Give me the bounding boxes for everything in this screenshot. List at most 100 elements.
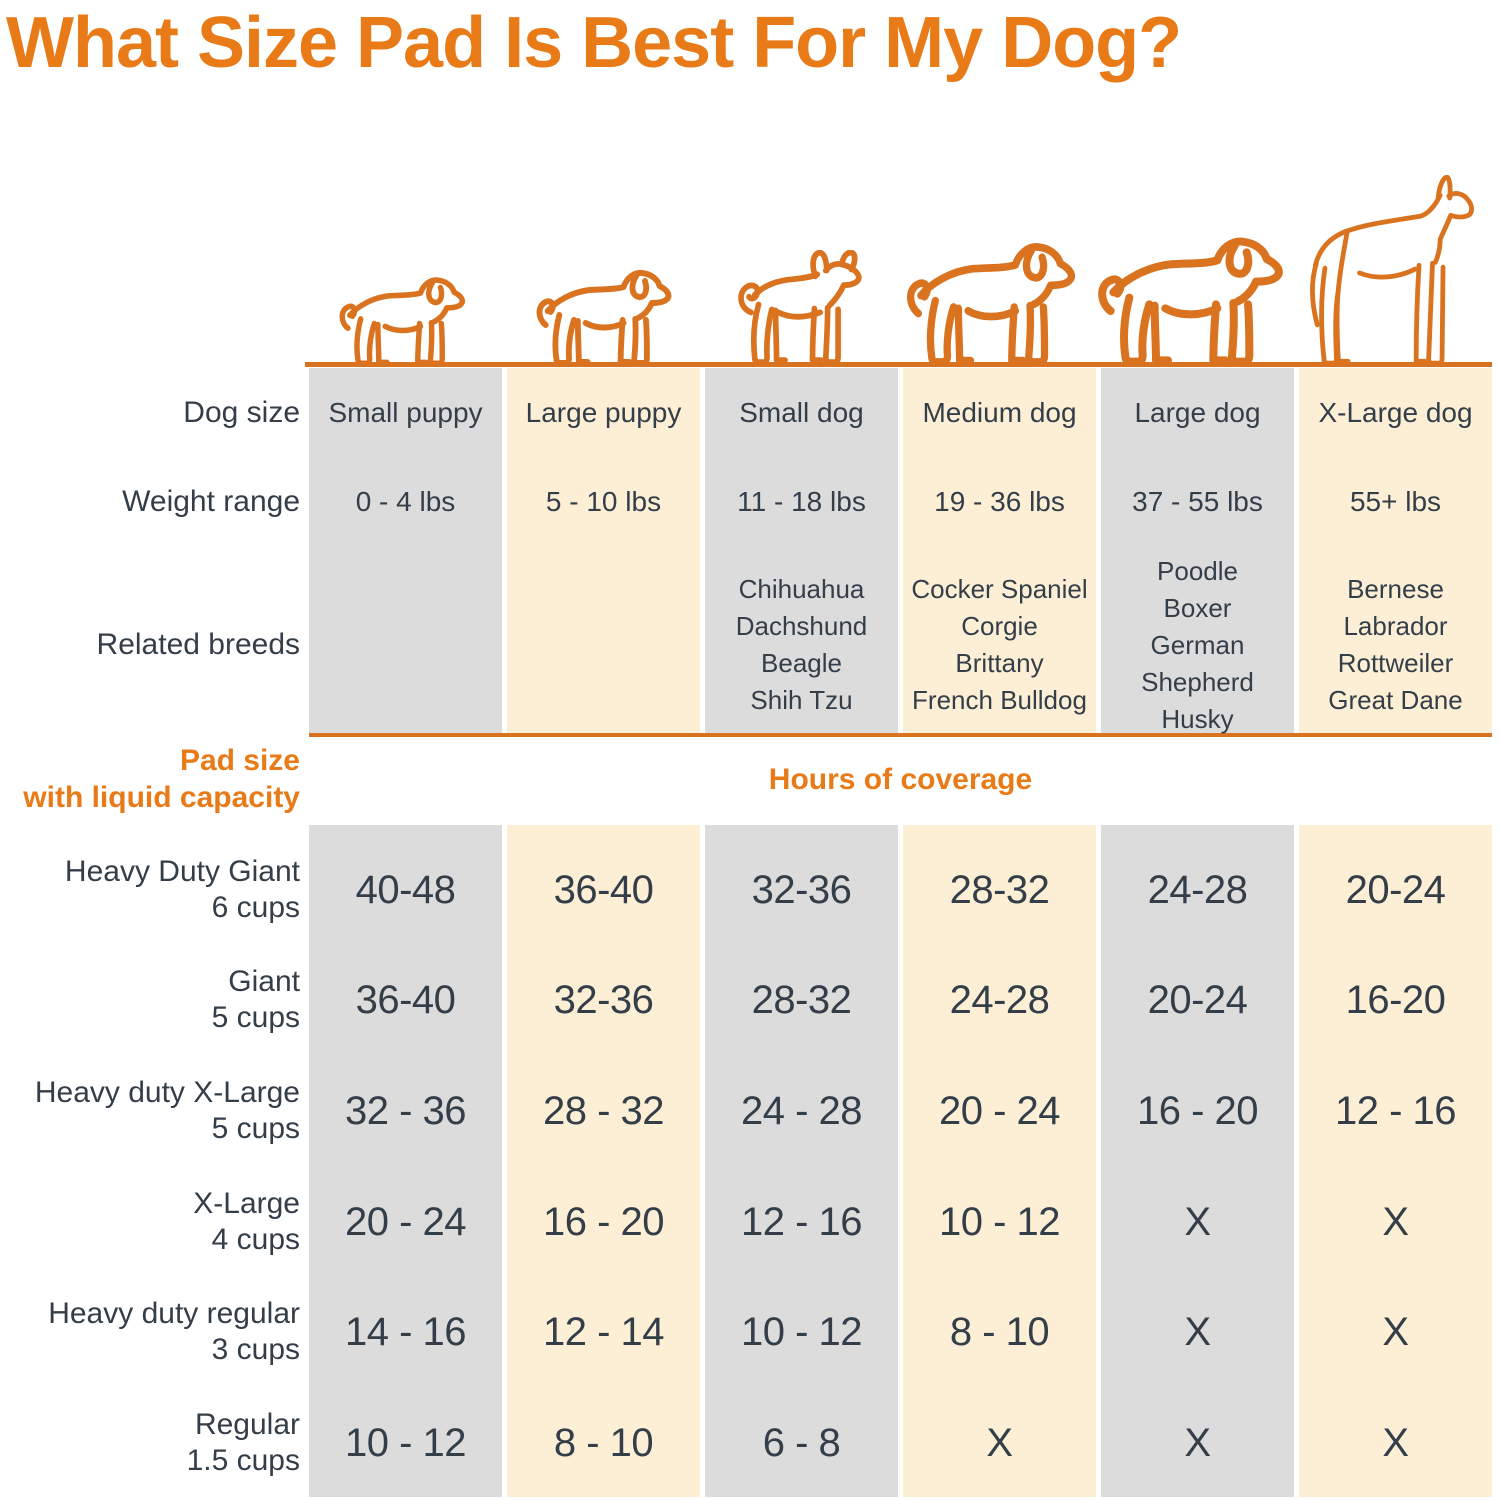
breed: Brittany (955, 648, 1044, 678)
hours-cell: X (1382, 1200, 1409, 1244)
row-label-weight-range: Weight range (122, 485, 300, 518)
column-stripe (1101, 368, 1294, 733)
hours-cell: 20 - 24 (938, 1089, 1061, 1133)
hours-cell: 24-28 (949, 978, 1050, 1022)
hours-cell: 36-40 (355, 978, 456, 1022)
column-stripe (507, 825, 700, 1497)
hours-cell: 32-36 (553, 978, 654, 1022)
pad-size-label-line1: Pad size (179, 744, 300, 777)
weight-range-value: 19 - 36 lbs (934, 486, 1065, 517)
column-x-large-dog: X-Large dog 55+ lbs Bernese Labrador Rot… (1299, 0, 1492, 1500)
column-small-puppy: Small puppy 0 - 4 lbs 40-48 36-40 32 - 3… (309, 0, 502, 1500)
breed: Poodle (1157, 555, 1238, 586)
pad-row-label-giant: Giant 5 cups (0, 964, 300, 1036)
hours-cell: 20-24 (1147, 978, 1248, 1022)
related-breeds-list: Bernese Labrador Rottweiler Great Dane (1289, 550, 1499, 740)
pad-row-label-regular: Regular 1.5 cups (0, 1407, 300, 1479)
column-header: Large dog (1134, 397, 1261, 428)
pad-size-label-line2: with liquid capacity (23, 781, 300, 814)
column-medium-dog: Medium dog 19 - 36 lbs Cocker Spaniel Co… (903, 0, 1096, 1500)
hours-cell: 32-36 (751, 868, 852, 912)
breed: Boxer (1163, 592, 1232, 623)
pad-row-label-x-large: X-Large 4 cups (0, 1186, 300, 1258)
related-breeds-list: Poodle Boxer German Shepherd Husky (1091, 550, 1304, 740)
related-breeds-list: Chihuahua Dachshund Beagle Shih Tzu (695, 550, 908, 740)
hours-cell: X (1382, 1310, 1409, 1354)
column-stripe (1299, 368, 1492, 733)
column-header: Large puppy (525, 397, 682, 428)
hours-cell: 16-20 (1345, 978, 1446, 1022)
breed: Corgie (961, 611, 1038, 641)
column-stripe (1101, 825, 1294, 1497)
pad-row-label-heavy-duty-x-large: Heavy duty X-Large 5 cups (0, 1075, 300, 1147)
column-header: Small dog (739, 397, 864, 428)
row-label-related-breeds: Related breeds (96, 628, 300, 661)
hours-cell: 24-28 (1147, 868, 1248, 912)
hours-cell: 10 - 12 (938, 1200, 1061, 1244)
breed: Husky (1161, 703, 1234, 734)
section-divider-line (309, 733, 1492, 737)
hours-cell: 8 - 10 (553, 1421, 654, 1465)
column-stripe (309, 825, 502, 1497)
column-small-dog: Small dog 11 - 18 lbs Chihuahua Dachshun… (705, 0, 898, 1500)
pad-name: Heavy duty regular (48, 1297, 300, 1330)
pad-name: Regular (194, 1408, 300, 1441)
hours-cell: 6 - 8 (762, 1421, 841, 1465)
hours-cell: 20-24 (1345, 868, 1446, 912)
pad-capacity: 5 cups (211, 1001, 300, 1034)
related-breeds-list: Cocker Spaniel Corgie Brittany French Bu… (893, 550, 1106, 740)
weight-range-value: 0 - 4 lbs (355, 486, 456, 517)
hours-of-coverage-header: Hours of coverage (768, 763, 1033, 796)
row-label-dog-size: Dog size (183, 396, 300, 429)
weight-range-value: 37 - 55 lbs (1132, 486, 1263, 517)
hours-cell: 10 - 12 (344, 1421, 467, 1465)
breed: Cocker Spaniel (911, 574, 1088, 604)
weight-range-value: 55+ lbs (1349, 486, 1442, 517)
pad-name: X-Large (193, 1187, 300, 1220)
column-stripe (705, 368, 898, 733)
pad-capacity: 1.5 cups (186, 1444, 300, 1477)
column-header: X-Large dog (1318, 397, 1473, 428)
ground-line (305, 362, 1492, 367)
column-large-dog: Large dog 37 - 55 lbs Poodle Boxer Germa… (1101, 0, 1294, 1500)
pad-name: Giant (228, 965, 300, 998)
column-large-puppy: Large puppy 5 - 10 lbs 36-40 32-36 28 - … (507, 0, 700, 1500)
pad-row-label-heavy-duty-regular: Heavy duty regular 3 cups (0, 1296, 300, 1368)
row-label-pad-size: Pad size with liquid capacity (0, 742, 300, 816)
hours-cell: X (1184, 1421, 1211, 1465)
page-title: What Size Pad Is Best For My Dog? (6, 3, 1182, 83)
column-header: Medium dog (922, 397, 1077, 428)
column-stripe (903, 825, 1096, 1497)
column-stripe (309, 368, 502, 733)
breed: Bernese (1347, 574, 1444, 604)
hours-cell: 28-32 (751, 978, 852, 1022)
hours-cell: 12 - 14 (542, 1310, 665, 1354)
breed: Chihuahua (738, 574, 865, 604)
hours-cell: 16 - 20 (1136, 1089, 1259, 1133)
column-stripe (903, 368, 1096, 733)
hours-cell: 28 - 32 (542, 1089, 665, 1133)
hours-cell: 28-32 (949, 868, 1050, 912)
hours-cell: 40-48 (355, 868, 456, 912)
pad-capacity: 6 cups (211, 891, 300, 924)
breed: Beagle (761, 648, 842, 678)
hours-cell: 10 - 12 (740, 1310, 863, 1354)
breed: Dachshund (735, 611, 868, 641)
column-stripe (507, 368, 700, 733)
hours-cell: 14 - 16 (344, 1310, 467, 1354)
hours-cell: 12 - 16 (740, 1200, 863, 1244)
column-header: Small puppy (328, 397, 483, 428)
pad-capacity: 3 cups (211, 1333, 300, 1366)
hours-cell: 32 - 36 (344, 1089, 467, 1133)
hours-cell: X (1184, 1200, 1211, 1244)
hours-cell: 12 - 16 (1334, 1089, 1457, 1133)
weight-range-value: 5 - 10 lbs (545, 486, 662, 517)
hours-cell: 24 - 28 (740, 1089, 863, 1133)
pad-capacity: 4 cups (211, 1223, 300, 1256)
hours-cell: 8 - 10 (949, 1310, 1050, 1354)
column-stripe (1299, 825, 1492, 1497)
weight-range-value: 11 - 18 lbs (737, 486, 866, 517)
breed: French Bulldog (912, 685, 1087, 715)
hours-cell: X (1184, 1310, 1211, 1354)
breed: Shih Tzu (750, 685, 853, 715)
